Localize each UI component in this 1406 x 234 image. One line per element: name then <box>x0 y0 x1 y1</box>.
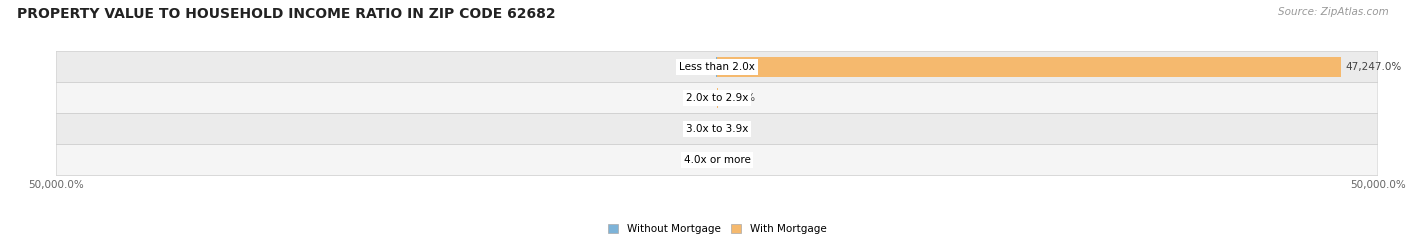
Text: 8.6%: 8.6% <box>686 124 713 134</box>
Text: 2.0x to 2.9x: 2.0x to 2.9x <box>686 93 748 103</box>
FancyBboxPatch shape <box>56 51 1378 83</box>
Text: 0.6%: 0.6% <box>721 155 748 165</box>
Text: 3.0x to 3.9x: 3.0x to 3.9x <box>686 124 748 134</box>
Text: Source: ZipAtlas.com: Source: ZipAtlas.com <box>1278 7 1389 17</box>
Legend: Without Mortgage, With Mortgage: Without Mortgage, With Mortgage <box>603 220 831 234</box>
FancyBboxPatch shape <box>56 113 1378 144</box>
Text: 47,247.0%: 47,247.0% <box>1346 62 1402 72</box>
Text: 9.9%: 9.9% <box>686 93 713 103</box>
Text: 4.0x or more: 4.0x or more <box>683 155 751 165</box>
Text: 72.8%: 72.8% <box>679 62 711 72</box>
Bar <box>717 57 1341 77</box>
FancyBboxPatch shape <box>56 144 1378 176</box>
Text: 9.5%: 9.5% <box>721 124 748 134</box>
Text: 79.8%: 79.8% <box>723 93 755 103</box>
Text: PROPERTY VALUE TO HOUSEHOLD INCOME RATIO IN ZIP CODE 62682: PROPERTY VALUE TO HOUSEHOLD INCOME RATIO… <box>17 7 555 21</box>
FancyBboxPatch shape <box>56 83 1378 113</box>
Text: Less than 2.0x: Less than 2.0x <box>679 62 755 72</box>
Text: 8.6%: 8.6% <box>686 155 713 165</box>
